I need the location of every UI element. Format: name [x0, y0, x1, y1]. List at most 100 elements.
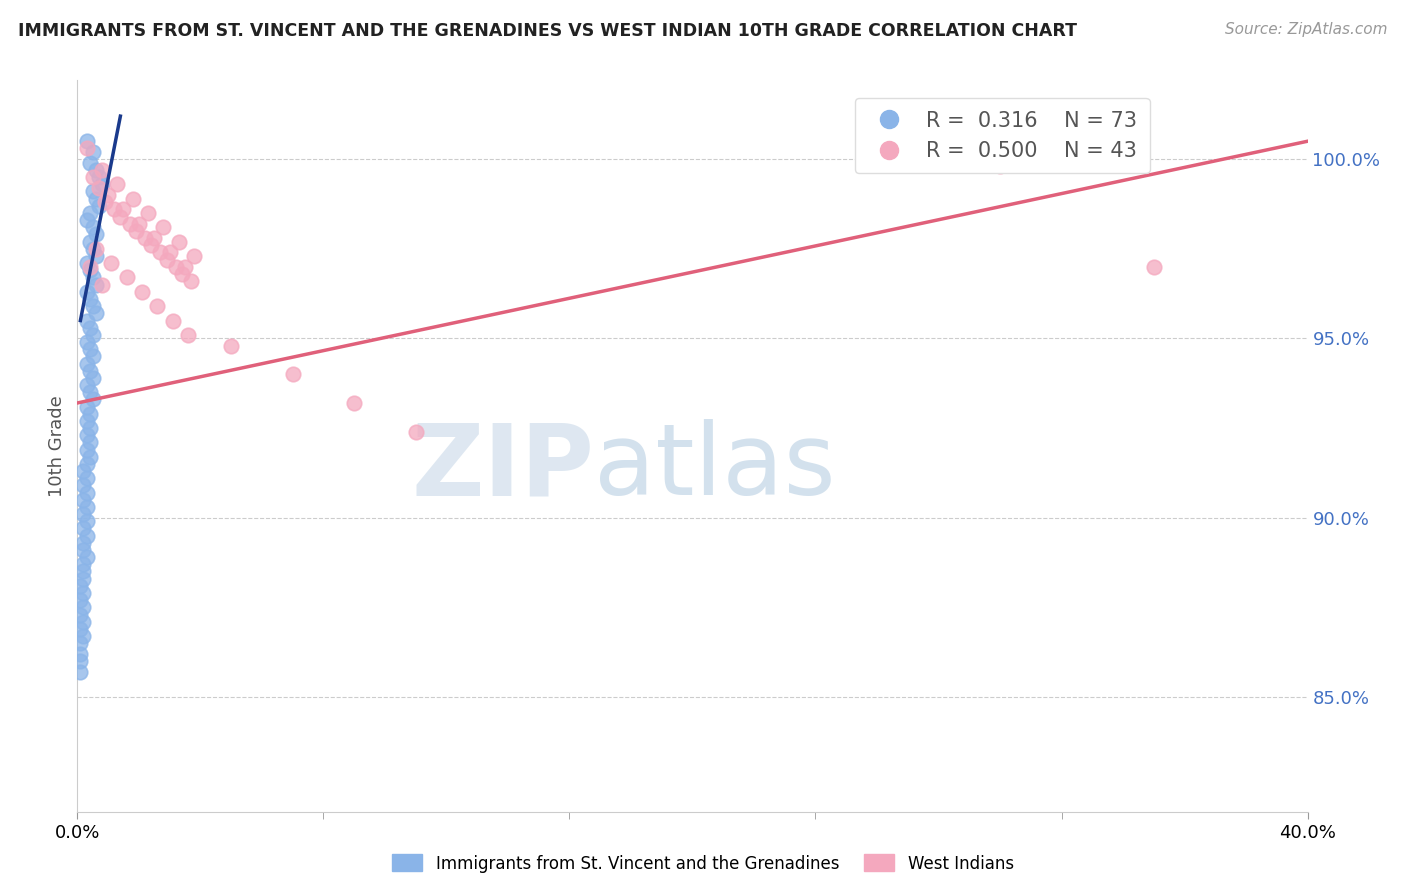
Point: [82, 242, 104, 256]
Point: [76, 471, 98, 485]
Point: [155, 252, 177, 267]
Point: [988, 159, 1011, 173]
Point: [79, 206, 101, 220]
Point: [76, 528, 98, 542]
Point: [76, 256, 98, 270]
Point: [405, 425, 427, 439]
Point: [82, 327, 104, 342]
Point: [97, 188, 120, 202]
Point: [87, 181, 110, 195]
Point: [76, 485, 98, 500]
Text: IMMIGRANTS FROM ST. VINCENT AND THE GRENADINES VS WEST INDIAN 10TH GRADE CORRELA: IMMIGRANTS FROM ST. VINCENT AND THE GREN…: [18, 22, 1077, 40]
Point: [69, 622, 91, 636]
Point: [82, 185, 104, 199]
Point: [82, 170, 104, 185]
Legend: R =  0.316    N = 73, R =  0.500    N = 43: R = 0.316 N = 73, R = 0.500 N = 43: [855, 98, 1150, 173]
Point: [76, 378, 98, 392]
Point: [69, 593, 91, 607]
Point: [79, 385, 101, 400]
Point: [87, 199, 110, 213]
Text: ZIP: ZIP: [411, 419, 595, 516]
Point: [159, 245, 181, 260]
Point: [105, 178, 128, 192]
Point: [183, 249, 205, 263]
Point: [72, 558, 94, 572]
Point: [82, 220, 104, 235]
Point: [72, 536, 94, 550]
Point: [69, 665, 91, 679]
Point: [128, 217, 150, 231]
Point: [69, 654, 91, 668]
Point: [134, 231, 156, 245]
Point: [79, 155, 101, 169]
Point: [90, 178, 114, 192]
Point: [79, 421, 101, 435]
Text: Source: ZipAtlas.com: Source: ZipAtlas.com: [1225, 22, 1388, 37]
Point: [72, 521, 94, 535]
Point: [69, 579, 91, 593]
Point: [69, 607, 91, 622]
Text: atlas: atlas: [595, 419, 835, 516]
Point: [84, 277, 107, 292]
Point: [281, 368, 304, 382]
Point: [167, 235, 190, 249]
Point: [69, 636, 91, 650]
Point: [90, 162, 114, 177]
Point: [76, 457, 98, 471]
Point: [76, 141, 98, 155]
Point: [72, 586, 94, 600]
Point: [79, 235, 101, 249]
Point: [79, 364, 101, 378]
Point: [72, 615, 94, 629]
Point: [100, 256, 122, 270]
Point: [118, 217, 141, 231]
Point: [141, 238, 163, 252]
Legend: Immigrants from St. Vincent and the Grenadines, West Indians: Immigrants from St. Vincent and the Gren…: [385, 847, 1021, 880]
Point: [143, 231, 166, 245]
Point: [219, 338, 242, 352]
Point: [76, 313, 98, 327]
Point: [177, 327, 200, 342]
Point: [79, 292, 101, 306]
Point: [84, 227, 107, 242]
Point: [115, 270, 138, 285]
Point: [94, 195, 117, 210]
Point: [79, 263, 101, 277]
Point: [76, 213, 98, 227]
Point: [180, 274, 202, 288]
Point: [79, 407, 101, 421]
Point: [79, 342, 101, 356]
Point: [1143, 260, 1166, 274]
Point: [112, 202, 135, 217]
Y-axis label: 10th Grade: 10th Grade: [48, 395, 66, 497]
Point: [72, 565, 94, 579]
Point: [69, 647, 91, 661]
Point: [84, 192, 107, 206]
Point: [103, 202, 125, 217]
Point: [343, 396, 366, 410]
Point: [174, 260, 197, 274]
Point: [84, 306, 107, 320]
Point: [72, 478, 94, 492]
Point: [87, 170, 110, 185]
Point: [82, 270, 104, 285]
Point: [79, 435, 101, 450]
Point: [121, 192, 143, 206]
Point: [72, 464, 94, 478]
Point: [76, 357, 98, 371]
Point: [125, 224, 148, 238]
Point: [82, 371, 104, 385]
Point: [79, 450, 101, 464]
Point: [76, 442, 98, 457]
Point: [76, 334, 98, 349]
Point: [165, 260, 187, 274]
Point: [149, 245, 172, 260]
Point: [82, 350, 104, 364]
Point: [162, 313, 184, 327]
Point: [82, 145, 104, 159]
Point: [82, 299, 104, 313]
Point: [79, 260, 101, 274]
Point: [76, 400, 98, 414]
Point: [131, 285, 153, 299]
Point: [72, 572, 94, 586]
